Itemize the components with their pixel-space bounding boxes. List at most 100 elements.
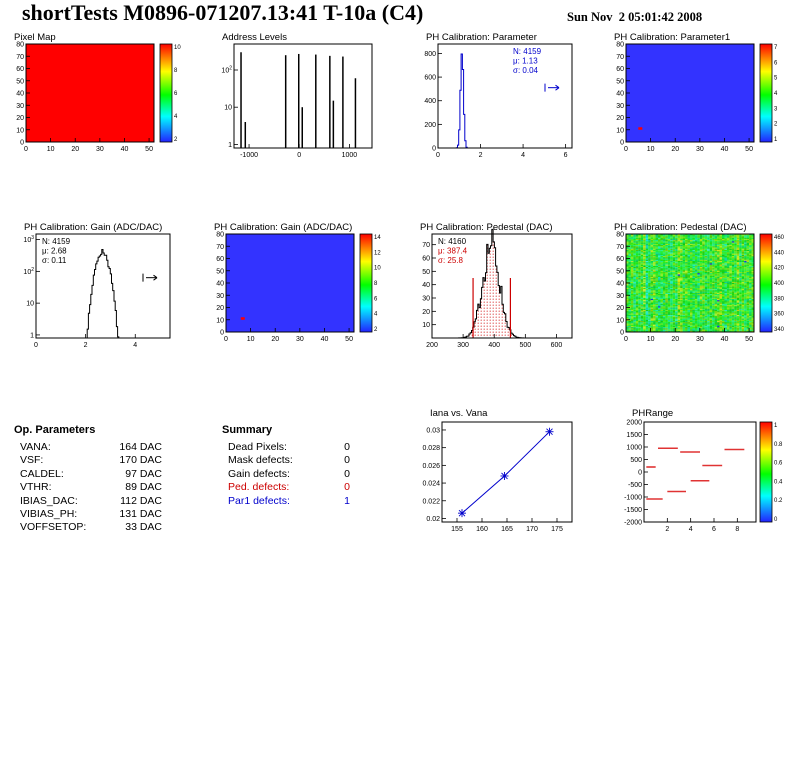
svg-text:2: 2 [479,152,483,159]
svg-text:1500: 1500 [626,432,642,439]
gain-map-panel: PH Calibration: Gain (ADC/DAC) 0 10 20 30 40… [208,220,400,354]
op-parameter-row-label: VIBIAS_PH: [20,508,78,521]
op-parameter-row: CALDEL: 97 DAC [14,468,162,481]
svg-text:20: 20 [671,336,679,343]
svg-text:30: 30 [616,293,624,300]
svg-text:0: 0 [297,152,301,159]
svg-text:10: 10 [374,266,381,272]
svg-text:4: 4 [774,91,778,97]
svg-text:30: 30 [296,336,304,343]
svg-text:200: 200 [424,122,436,129]
svg-text:0: 0 [624,336,628,343]
svg-text:60: 60 [16,66,24,73]
svg-text:-500: -500 [628,482,642,489]
svg-text:340: 340 [774,327,785,333]
svg-text:200: 200 [426,342,438,349]
svg-text:6: 6 [174,91,178,97]
svg-text:20: 20 [216,305,224,312]
svg-text:10: 10 [647,336,655,343]
chart-title: PH Calibration: Parameter [426,32,537,43]
svg-text:40: 40 [16,91,24,98]
svg-text:40: 40 [121,146,129,153]
svg-text:2: 2 [174,137,178,143]
svg-text:440: 440 [774,250,785,256]
svg-text:N: 4159: N: 4159 [513,47,542,56]
summary-row-value: 0 [344,467,350,480]
svg-text:50: 50 [145,146,153,153]
iana-vs-vana-plot: 155 160 165 170 175 0.02 0.022 0.024 0.026 0.028 0… [422,421,573,533]
svg-text:20: 20 [271,336,279,343]
svg-text:600: 600 [424,75,436,82]
svg-text:20: 20 [616,115,624,122]
svg-text:400: 400 [774,281,785,287]
chart-title: PH Calibration: Parameter1 [614,32,731,43]
svg-text:30: 30 [696,336,704,343]
svg-text:σ: 25.8: σ: 25.8 [438,256,464,265]
svg-text:μ: 387.4: μ: 387.4 [438,247,468,256]
summary-row: Mask defects: 0 [222,454,350,467]
svg-text:20: 20 [671,146,679,153]
svg-text:50: 50 [216,268,224,275]
summary-row: Dead Pixels: 0 [222,441,350,454]
ph-calibration-parameter1-plot: 0 10 20 30 40 50 0 10 20 30 40 50 60 70 80 7 6 5 4 3 2 1 [616,42,778,154]
svg-text:2000: 2000 [626,420,642,427]
svg-text:0: 0 [24,146,28,153]
op-parameter-row-value: 33 DAC [125,521,162,534]
svg-text:0: 0 [432,146,436,153]
svg-text:0: 0 [620,140,624,147]
svg-text:80: 80 [16,42,24,49]
svg-text:30: 30 [422,296,430,303]
op-parameters-heading: Op. Parameters [14,424,96,436]
svg-text:0.6: 0.6 [774,461,783,467]
svg-text:8: 8 [174,68,178,74]
svg-text:μ: 2.68: μ: 2.68 [42,247,67,256]
svg-text:0.02: 0.02 [426,516,440,523]
svg-text:0.8: 0.8 [774,442,783,448]
summary-row-label: Dead Pixels: [228,441,287,453]
svg-text:10: 10 [647,146,655,153]
svg-text:0.4: 0.4 [774,479,783,485]
pedestal-map-image [626,234,754,332]
svg-text:102: 102 [221,66,232,75]
svg-text:2: 2 [84,342,88,349]
svg-text:N: 4159: N: 4159 [42,237,71,246]
svg-text:0: 0 [220,330,224,337]
svg-text:0.2: 0.2 [774,498,783,504]
svg-text:10: 10 [174,45,181,51]
svg-text:0: 0 [224,336,228,343]
svg-text:0: 0 [624,146,628,153]
svg-text:40: 40 [321,336,329,343]
pedestal-map-plot: 0 10 20 30 40 50 0 10 20 30 40 50 60 70 80 460 440 420 400… [616,232,785,344]
svg-text:400: 400 [488,342,500,349]
svg-text:-2000: -2000 [624,520,642,527]
chart-title: PH Calibration: Gain (ADC/DAC) [24,222,163,233]
svg-text:10: 10 [26,301,34,308]
summary-row-value: 0 [344,441,350,453]
svg-text:5: 5 [774,76,778,82]
svg-text:0: 0 [638,470,642,477]
gain-map-plot: 0 10 20 30 40 50 0 10 20 30 40 50 60 70 80 14 12 10 8 6 4 2 [216,232,381,344]
svg-text:20: 20 [16,115,24,122]
svg-text:50: 50 [616,78,624,85]
op-parameter-row: VOFFSETOP: 33 DAC [14,521,162,534]
summary-row-value: 0 [344,454,350,467]
op-parameter-row-value: 170 DAC [119,454,162,467]
svg-text:8: 8 [374,281,378,287]
svg-text:400: 400 [424,98,436,105]
svg-text:10: 10 [216,317,224,324]
chart-title: PH Calibration: Gain (ADC/DAC) [214,222,353,233]
svg-text:70: 70 [616,54,624,61]
chart-title: Pixel Map [14,32,56,43]
svg-text:30: 30 [96,146,104,153]
chart-title: Iana vs. Vana [430,408,488,419]
svg-text:1: 1 [228,142,232,149]
svg-text:30: 30 [16,103,24,110]
svg-text:10: 10 [247,336,255,343]
svg-text:40: 40 [616,281,624,288]
op-parameter-row: VANA: 164 DAC [14,441,162,454]
svg-text:6: 6 [774,60,778,66]
chart-title: PHRange [632,408,674,419]
svg-text:1000: 1000 [342,152,358,159]
svg-text:-1000: -1000 [240,152,258,159]
